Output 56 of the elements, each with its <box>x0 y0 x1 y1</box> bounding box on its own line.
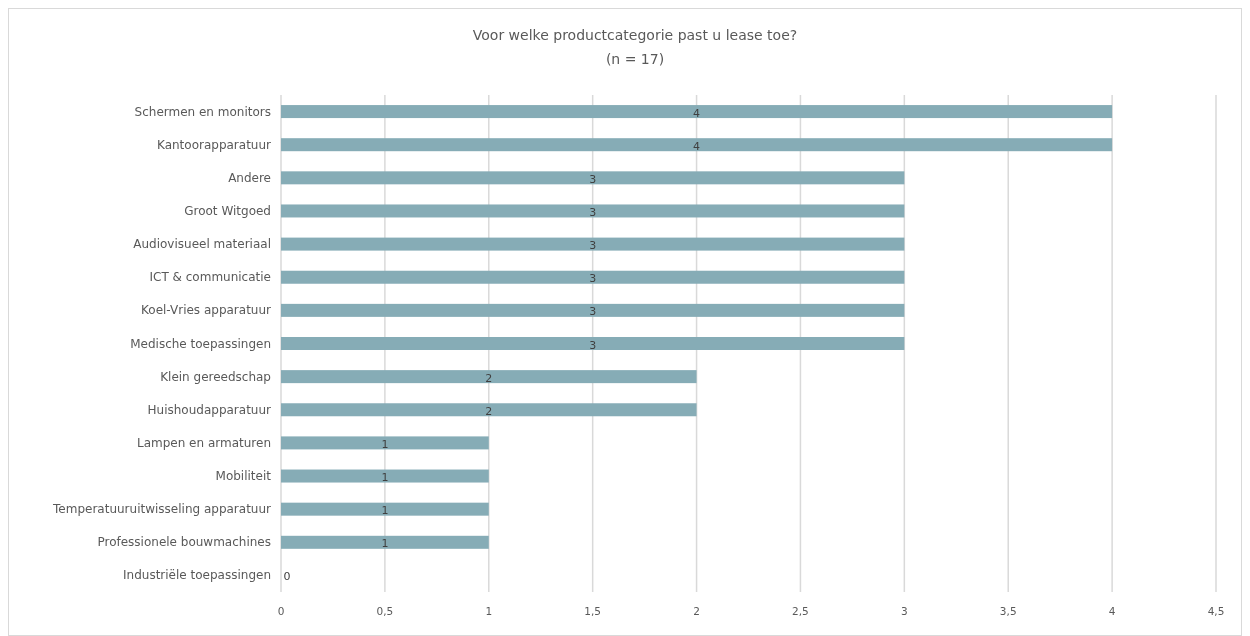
bar <box>281 105 1113 119</box>
data-label: 3 <box>589 239 597 253</box>
bar <box>281 303 905 317</box>
y-tick-label: Koel-Vries apparatuur <box>141 303 272 318</box>
data-label: 1 <box>381 471 389 485</box>
y-tick-label: Industriële toepassingen <box>123 568 271 583</box>
bar <box>281 337 905 350</box>
bar <box>281 403 697 417</box>
chart-title: Voor welke productcategorie past u lease toe? <box>472 27 798 43</box>
x-tick-label: 0,5 <box>376 605 394 617</box>
data-label: 1 <box>381 504 389 518</box>
x-tick-label: 4 <box>1108 605 1116 617</box>
data-label: 4 <box>693 139 701 153</box>
y-tick-label: Mobiliteit <box>215 469 272 484</box>
x-tick-label: 2,5 <box>792 605 809 617</box>
bar <box>281 370 697 384</box>
bar <box>281 138 1113 152</box>
x-tick-label: 3 <box>900 605 908 617</box>
y-tick-label: Lampen en armaturen <box>136 435 271 450</box>
data-label: 2 <box>485 404 493 418</box>
y-tick-label: Andere <box>228 170 271 185</box>
y-tick-label: Schermen en monitors <box>134 104 271 119</box>
data-label: 3 <box>589 305 597 319</box>
y-tick-label: Huishoudapparatuur <box>147 402 272 417</box>
data-label: 4 <box>693 106 701 120</box>
data-label: 1 <box>381 437 389 451</box>
y-tick-label: Professionele bouwmachines <box>97 535 271 550</box>
y-tick-label: Temperatuuruitwisseling apparatuur <box>52 502 272 517</box>
data-label: 1 <box>381 537 389 551</box>
x-tick-label: 2 <box>693 605 700 617</box>
bar <box>281 237 905 251</box>
y-tick-label: Audiovisueel materiaal <box>133 237 271 252</box>
y-tick-label: Groot Witgoed <box>184 203 271 218</box>
bar <box>281 469 489 483</box>
x-tick-label: 3,5 <box>999 605 1017 617</box>
data-label: 3 <box>589 205 597 219</box>
bar <box>281 436 489 450</box>
x-tick-label: 1,5 <box>584 605 602 617</box>
data-label: 0 <box>283 570 291 584</box>
y-tick-label: ICT & communicatie <box>149 270 271 285</box>
chart-subtitle: (n = 17) <box>605 51 665 67</box>
x-tick-label: 1 <box>485 605 493 617</box>
data-label: 2 <box>485 371 493 385</box>
bar <box>281 204 905 218</box>
bar <box>281 502 489 516</box>
bar <box>281 270 905 284</box>
data-label: 3 <box>589 172 597 186</box>
y-tick-label: Klein gereedschap <box>160 369 271 384</box>
bar <box>281 535 489 549</box>
bar <box>281 171 905 185</box>
x-tick-label: 4,5 <box>1207 605 1225 617</box>
y-tick-label: Medische toepassingen <box>130 336 271 351</box>
y-tick-label: Kantoorapparatuur <box>156 137 272 152</box>
data-label: 3 <box>589 338 597 352</box>
data-label: 3 <box>589 272 597 286</box>
x-tick-label: 0 <box>277 605 285 617</box>
